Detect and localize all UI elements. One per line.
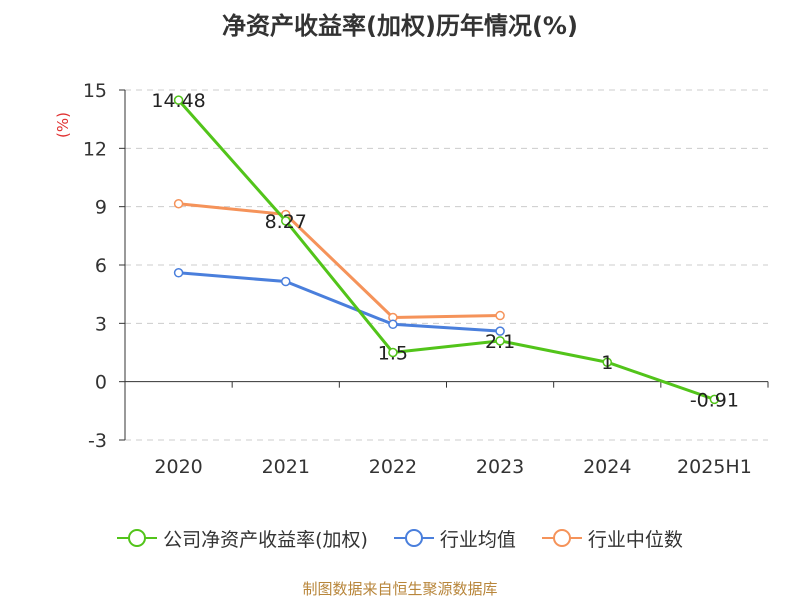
series-line: [178, 202, 501, 319]
y-tick-label: 9: [95, 197, 107, 219]
data-point: [602, 357, 612, 367]
legend-item: 行业中位数: [541, 525, 683, 552]
data-point: [173, 199, 184, 209]
chart-legend: 公司净资产收益率(加权) 行业均值 行业中位数: [0, 522, 800, 554]
x-tick-label: 2021: [262, 456, 310, 478]
data-label: 1.5: [378, 343, 408, 365]
legend-marker-icon: [117, 529, 158, 547]
data-point: [281, 216, 291, 226]
data-point: [173, 268, 184, 278]
legend-marker-icon: [541, 529, 582, 547]
x-tick-label: 2024: [583, 456, 631, 478]
x-tick-label: 2022: [369, 456, 417, 478]
x-tick-label: 2020: [154, 456, 202, 478]
y-axis-label: (%): [54, 112, 72, 138]
legend-label: 公司净资产收益率(加权): [163, 528, 368, 551]
y-tick-label: 3: [95, 313, 107, 335]
data-point: [495, 310, 505, 321]
y-tick-label: 15: [83, 80, 107, 102]
data-point: [281, 276, 291, 287]
data-label: 8.27: [265, 211, 307, 233]
y-tick-label: -3: [88, 430, 107, 452]
data-source-note: 制图数据来自恒生聚源数据库: [302, 580, 498, 598]
x-tick-label: 2025H1: [677, 456, 752, 478]
data-point: [388, 319, 398, 330]
chart-title: 净资产收益率(加权)历年情况(%): [222, 12, 578, 40]
y-tick-label: 12: [83, 138, 107, 160]
data-label: 2.1: [485, 331, 515, 353]
data-point: [495, 336, 505, 346]
data-label: -0.91: [690, 389, 739, 411]
x-tick-label: 2023: [476, 456, 524, 478]
data-point: [709, 394, 720, 405]
y-tick-label: 6: [95, 255, 107, 277]
data-label: 1: [601, 352, 613, 374]
series-line: [177, 99, 715, 401]
data-point: [495, 326, 505, 336]
legend-item: 公司净资产收益率(加权): [117, 525, 368, 552]
series-line: [178, 271, 501, 333]
legend-marker-icon: [393, 529, 434, 547]
y-tick-label: 0: [95, 372, 107, 394]
legend-item: 行业均值: [393, 525, 516, 552]
legend-label: 行业中位数: [587, 528, 683, 551]
data-point: [388, 347, 398, 358]
data-label: 14.48: [151, 90, 205, 112]
legend-label: 行业均值: [439, 528, 516, 551]
data-point: [173, 95, 184, 105]
